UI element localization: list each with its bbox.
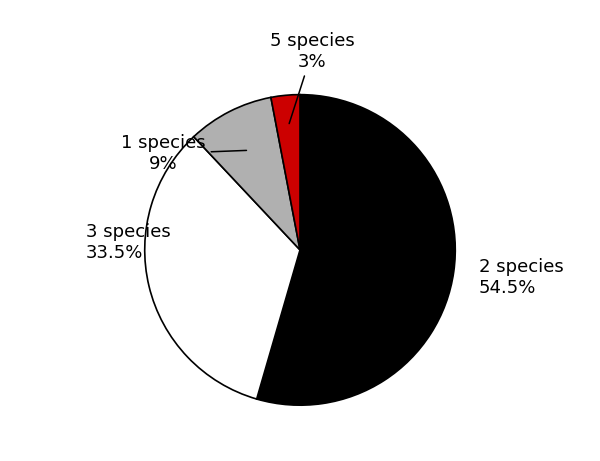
Wedge shape [257,95,455,405]
Wedge shape [145,137,300,399]
Wedge shape [194,97,300,250]
Wedge shape [271,95,300,250]
Text: 1 species
9%: 1 species 9% [121,134,247,173]
Text: 2 species
54.5%: 2 species 54.5% [479,259,563,297]
Text: 5 species
3%: 5 species 3% [270,32,355,124]
Text: 3 species
33.5%: 3 species 33.5% [86,223,170,261]
